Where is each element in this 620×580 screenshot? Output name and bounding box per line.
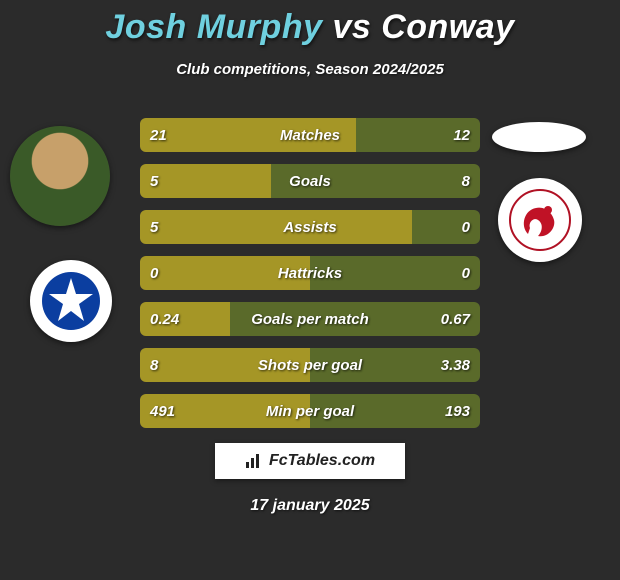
stat-row: 0.24Goals per match0.67 (140, 302, 480, 336)
stat-label: Matches (140, 118, 480, 152)
page-title: Josh Murphy vs Conway (0, 0, 620, 47)
stat-label: Goals per match (140, 302, 480, 336)
stat-row: 8Shots per goal3.38 (140, 348, 480, 382)
stat-row: 0Hattricks0 (140, 256, 480, 290)
player-left-avatar (10, 126, 110, 226)
value-right: 0 (462, 256, 470, 290)
value-right: 0 (462, 210, 470, 244)
title-left: Josh Murphy vs Conway (105, 8, 514, 46)
stat-row: 5Goals8 (140, 164, 480, 198)
value-right: 3.38 (441, 348, 470, 382)
stat-label: Min per goal (140, 394, 480, 428)
stat-row: 491Min per goal193 (140, 394, 480, 428)
branding-badge: FcTables.com (215, 443, 405, 479)
club-left-crest (30, 260, 112, 342)
date-line: 17 january 2025 (0, 497, 620, 515)
branding-text: FcTables.com (269, 452, 375, 470)
stat-label: Assists (140, 210, 480, 244)
stat-label: Goals (140, 164, 480, 198)
value-right: 8 (462, 164, 470, 198)
value-right: 12 (453, 118, 470, 152)
comparison-chart: 21Matches125Goals85Assists00Hattricks00.… (140, 118, 480, 440)
stat-label: Hattricks (140, 256, 480, 290)
stat-row: 21Matches12 (140, 118, 480, 152)
subtitle: Club competitions, Season 2024/2025 (0, 61, 620, 78)
club-right-crest (498, 178, 582, 262)
stat-label: Shots per goal (140, 348, 480, 382)
player-right-avatar (492, 122, 586, 152)
value-right: 0.67 (441, 302, 470, 336)
value-right: 193 (445, 394, 470, 428)
stat-row: 5Assists0 (140, 210, 480, 244)
